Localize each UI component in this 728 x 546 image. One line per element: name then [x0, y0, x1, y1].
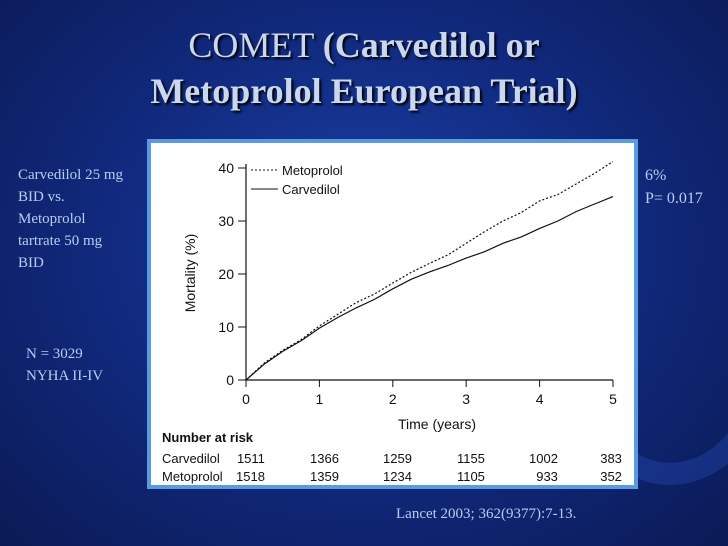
dosing-note-line: tartrate 50 mg	[18, 233, 103, 249]
chart-axes	[245, 164, 613, 381]
title-line2: Metoprolol European Trial)	[150, 71, 578, 111]
x-tick-label: 5	[609, 391, 617, 407]
risk-row-name: Metoprolol	[162, 468, 223, 484]
difference-note: 6% P= 0.017	[645, 164, 725, 210]
table-row: Carvedilol 1511 1366 1259 1155 1002 383	[162, 449, 622, 467]
legend-label: Carvedilol	[282, 182, 340, 197]
x-tick-label: 0	[242, 391, 250, 407]
risk-row-name: Carvedilol	[162, 450, 220, 466]
chart-lines	[245, 161, 614, 381]
title-acronym: COMET	[188, 25, 314, 65]
legend-label: Metoprolol	[282, 163, 343, 178]
risk-cell: 933	[536, 468, 558, 484]
dosing-note-line: Metoprolol	[18, 211, 86, 227]
risk-cell: 1518	[236, 468, 265, 484]
chart-legend: Metoprolol Carvedilol	[251, 163, 343, 197]
number-at-risk-header: Number at risk	[162, 430, 254, 445]
title-line1: (Carvedilol or	[322, 25, 540, 65]
population-note-line: N = 3029	[26, 346, 83, 362]
risk-cell: 1366	[310, 450, 339, 466]
x-tick-label: 4	[536, 391, 544, 407]
chart-panel: 0 10 20 30 40 0 1 2 3 4 5 Metoprolol Carvedilol Tim…	[147, 139, 638, 489]
x-tick-label: 1	[316, 391, 324, 407]
risk-cell: 352	[600, 468, 622, 484]
population-note-line: NYHA II-IV	[26, 368, 104, 384]
risk-cell: 1002	[529, 450, 558, 466]
y-axis-label: Mortality (%)	[182, 234, 198, 313]
dosing-note-line: BID vs.	[18, 189, 65, 205]
series-line-metoprolol	[245, 161, 614, 381]
dosing-note-line: BID	[18, 255, 44, 271]
number-at-risk-table: Number at risk Carvedilol 1511 1366 1259…	[162, 430, 632, 485]
risk-table: Carvedilol 1511 1366 1259 1155 1002 383 …	[162, 449, 622, 485]
risk-cell: 1359	[310, 468, 339, 484]
x-tick-label: 3	[462, 391, 470, 407]
y-tick-label: 30	[218, 213, 234, 229]
p-value: P= 0.017	[645, 190, 703, 207]
x-tick-label: 2	[389, 391, 397, 407]
y-tick-label: 10	[218, 319, 234, 335]
y-tick-label: 20	[218, 266, 234, 282]
risk-cell: 1155	[456, 450, 485, 466]
risk-cell: 1259	[383, 450, 412, 466]
population-note: N = 3029 NYHA II-IV	[26, 343, 146, 387]
risk-cell: 1511	[236, 450, 265, 466]
y-tick-label: 0	[226, 372, 234, 388]
dosing-note-line: Carvedilol 25 mg	[18, 167, 123, 183]
chart-ticks: 0 10 20 30 40 0 1 2 3 4 5	[218, 160, 617, 407]
x-axis-label: Time (years)	[398, 416, 476, 432]
dosing-note: Carvedilol 25 mg BID vs. Metoprolol tart…	[18, 164, 148, 274]
risk-cell: 383	[600, 450, 622, 466]
y-tick-label: 40	[218, 160, 234, 176]
citation: Lancet 2003; 362(9377):7-13.	[396, 506, 577, 522]
table-row: Metoprolol 1518 1359 1234 1105 933 352	[162, 467, 622, 485]
difference-percent: 6%	[645, 167, 667, 184]
risk-cell: 1234	[383, 468, 412, 484]
slide-title: COMET (Carvedilol or Metoprolol European…	[0, 22, 728, 114]
mortality-chart: 0 10 20 30 40 0 1 2 3 4 5 Metoprolol Carvedilol Tim…	[182, 160, 617, 432]
series-line-carvedilol	[245, 196, 614, 381]
risk-cell: 1105	[456, 468, 485, 484]
